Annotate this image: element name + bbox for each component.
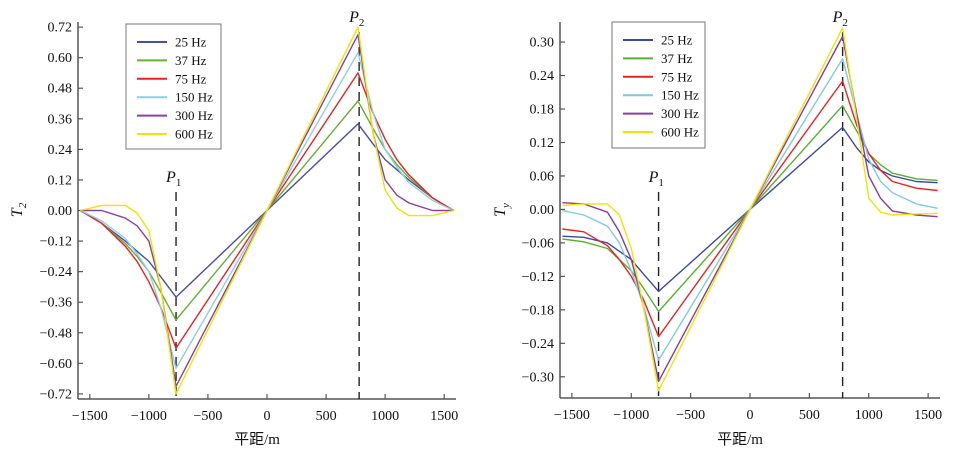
y-tick-label: −0.48 xyxy=(40,326,72,341)
legend: 25 Hz 37 Hz 75 Hz 150 Hz 300 Hz 600 Hz xyxy=(125,23,222,150)
y-tick-label: 0.06 xyxy=(530,169,555,184)
legend-box xyxy=(125,23,222,150)
legend-label: 300 Hz xyxy=(661,106,699,121)
x-tick-label: 0 xyxy=(747,408,754,423)
legend-label: 25 Hz xyxy=(175,35,207,50)
y-tick-label: −0.30 xyxy=(522,370,554,385)
y-axis-label: Ty xyxy=(492,203,512,217)
x-tick-label: 1000 xyxy=(855,408,883,423)
y-tick-label: 0.36 xyxy=(48,112,73,127)
y-tick-label: −0.60 xyxy=(40,357,72,372)
legend-label: 75 Hz xyxy=(175,71,207,86)
y-tick-label: −0.18 xyxy=(522,303,554,318)
marker-label-P1: P1 xyxy=(165,169,181,189)
x-tick-label: −500 xyxy=(193,409,222,424)
series-line-600hz xyxy=(80,26,454,395)
x-tick-label: 1000 xyxy=(371,409,399,424)
marker-label-P1: P1 xyxy=(648,169,664,189)
marker-label-subscript: 1 xyxy=(658,177,664,189)
x-tick-label: −500 xyxy=(676,408,705,423)
y-tick-label: 0.00 xyxy=(530,203,555,218)
y-tick-label: 0.24 xyxy=(530,69,555,84)
legend-label: 600 Hz xyxy=(175,127,213,142)
x-tick-label: −1500 xyxy=(72,409,108,424)
marker-label-P2: P2 xyxy=(832,9,848,29)
x-axis-label: 平距/m xyxy=(717,432,763,448)
legend-label: 150 Hz xyxy=(661,88,699,103)
y-tick-label: 0.48 xyxy=(48,82,73,97)
y-tick-label: −0.36 xyxy=(40,296,72,311)
y-tick-label: 0.72 xyxy=(48,21,73,36)
legend-label: 150 Hz xyxy=(175,90,213,105)
chart-panel-2: 0.30 0.24 0.18 0.12 0.06 0.00 −0.06 −0.12 −0.18 −… xyxy=(492,9,942,448)
y-tick-label: 0.12 xyxy=(48,173,73,188)
y-tick-label: −0.12 xyxy=(40,235,72,250)
y-tick-label: 0.18 xyxy=(530,103,555,118)
y-tick-label: −0.12 xyxy=(522,270,554,285)
x-axis-label: 平距/m xyxy=(234,432,280,448)
y-axis-label-subscript: y xyxy=(500,203,512,209)
y-tick-label: 0.24 xyxy=(48,143,73,158)
y-tick-label: −0.06 xyxy=(522,236,554,251)
legend-label: 75 Hz xyxy=(661,69,693,84)
x-tick-label: −1000 xyxy=(131,409,167,424)
x-tick-label: 1500 xyxy=(430,409,458,424)
y-tick-label: 0.30 xyxy=(530,36,555,51)
x-tick-label: 500 xyxy=(316,409,337,424)
marker-label-subscript: 2 xyxy=(359,17,365,29)
marker-label-P2: P2 xyxy=(348,9,364,29)
legend-box xyxy=(611,21,706,149)
y-tick-label: 0.00 xyxy=(48,204,73,219)
x-tick-label: −1000 xyxy=(613,408,649,423)
x-tick-label: 1500 xyxy=(914,408,942,423)
x-tick-label: −1500 xyxy=(554,408,590,423)
chart-panel-1: 0.72 0.60 0.48 0.36 0.24 0.12 0.00 −0.12 −0.24 −0… xyxy=(9,9,458,448)
y-tick-label: −0.24 xyxy=(522,337,554,352)
legend-label: 300 Hz xyxy=(175,108,213,123)
legend-label: 600 Hz xyxy=(661,125,699,140)
y-axis-label: T2 xyxy=(9,202,29,217)
marker-label-subscript: 1 xyxy=(176,177,182,189)
y-axis-label-subscript: 2 xyxy=(17,202,29,208)
legend-label: 25 Hz xyxy=(661,33,693,48)
y-tick-label: 0.12 xyxy=(530,136,555,151)
y-tick-label: −0.72 xyxy=(40,387,72,402)
y-tick-label: 0.60 xyxy=(48,51,73,66)
x-tick-label: 500 xyxy=(799,408,820,423)
legend: 25 Hz 37 Hz 75 Hz 150 Hz 300 Hz 600 Hz xyxy=(611,21,706,149)
marker-label-subscript: 2 xyxy=(842,17,848,29)
x-tick-label: 0 xyxy=(264,409,271,424)
legend-label: 37 Hz xyxy=(175,53,207,68)
y-tick-label: −0.24 xyxy=(40,265,72,280)
series-line-600hz xyxy=(562,27,938,392)
legend-label: 37 Hz xyxy=(661,51,693,66)
